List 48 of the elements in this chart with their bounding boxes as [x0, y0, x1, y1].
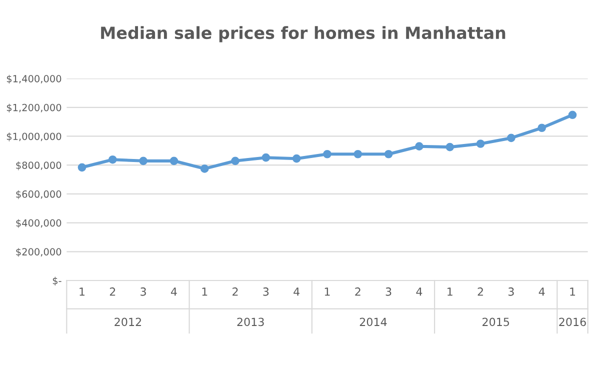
text: 2016	[559, 318, 586, 326]
x-tick-label: 3	[386, 287, 392, 296]
y-tick-label: $1,000,000	[6, 132, 62, 142]
point	[507, 134, 516, 142]
point	[568, 110, 577, 120]
y-tick-label: $800,000	[16, 161, 62, 170]
y-tick-label: $1,200,000	[6, 104, 62, 113]
point	[384, 150, 393, 158]
point	[262, 153, 270, 162]
point	[323, 150, 332, 158]
y-tick-label: $200,000	[16, 248, 62, 257]
point	[446, 142, 454, 152]
point	[170, 156, 178, 166]
text: 2014	[360, 318, 387, 326]
point	[538, 124, 546, 132]
x-tick-label: 1	[80, 288, 84, 296]
point	[78, 163, 86, 172]
x-tick-label: 1	[202, 288, 208, 296]
point	[200, 164, 209, 173]
point	[292, 154, 301, 163]
x-tick-label: 4	[294, 288, 300, 296]
x-tick-label: 1	[448, 288, 452, 296]
x-tick-label: 1	[570, 288, 575, 296]
x-tick-label: 4	[538, 288, 545, 296]
text: 2015	[482, 318, 510, 326]
point	[231, 156, 240, 166]
text: 2013	[237, 318, 264, 326]
point	[415, 142, 424, 151]
x-tick-label: 2	[110, 287, 116, 296]
x-tick-label: 2	[478, 287, 483, 296]
point	[476, 140, 485, 148]
x-tick-label: 3	[140, 287, 146, 296]
point	[108, 155, 117, 164]
point	[354, 150, 362, 158]
x-tick-label: 3	[508, 287, 514, 296]
x-tick-label: 2	[232, 287, 238, 296]
text: 2012	[114, 318, 141, 326]
x-tick-label: 1	[324, 288, 330, 296]
x-tick-label: 4	[170, 288, 177, 296]
y-tick-label: $400,000	[16, 219, 62, 228]
x-tick-label: 4	[416, 288, 422, 296]
y-tick-label: $600,000	[16, 190, 62, 200]
chart-title: Median sale prices for homes in Manhattan	[101, 26, 506, 42]
x-tick-label: 3	[263, 287, 269, 296]
point	[139, 156, 148, 166]
y-tick-label: $-	[52, 276, 62, 286]
x-tick-label: 2	[355, 287, 360, 296]
y-tick-label: $1,400,000	[6, 74, 62, 84]
